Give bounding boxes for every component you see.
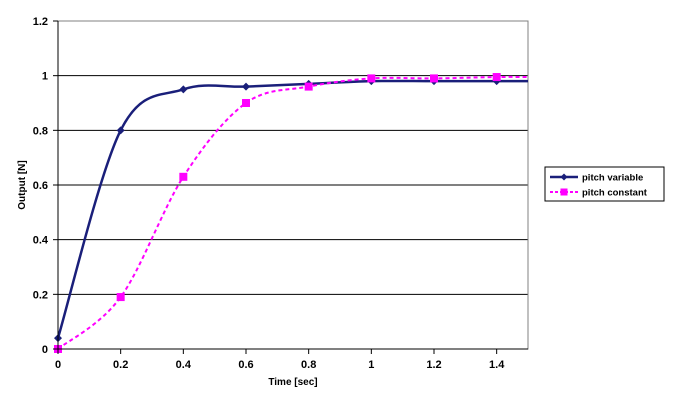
y-tick-label: 0 [42, 344, 48, 356]
data-point [179, 85, 188, 94]
x-tick-label: 1.2 [426, 359, 441, 371]
data-point [179, 172, 188, 181]
y-axis-title: Output [N] [17, 160, 28, 209]
legend-swatch-marker [560, 173, 568, 181]
y-tick-label: 0.8 [33, 125, 48, 137]
legend-swatch-marker [560, 188, 568, 196]
tick-labels: 0 0.2 0.4 0.6 0.8 1 1.2 0 0.2 0.4 0.6 0.8 1 1.2 1.4 [33, 16, 505, 371]
data-point [304, 82, 313, 91]
legend-item: pitch constant [550, 188, 648, 199]
x-axis-title: Time [sec] [268, 377, 317, 388]
y-tick-label: 0.4 [33, 235, 49, 247]
series-line [57, 75, 529, 350]
grid-lines [58, 20, 528, 295]
axes [53, 20, 528, 354]
y-tick-label: 1.2 [33, 16, 48, 28]
y-tick-label: 0.2 [33, 289, 48, 301]
data-point [430, 74, 438, 83]
x-tick-label: 1.4 [489, 359, 505, 371]
x-tick-label: 0 [55, 359, 61, 371]
data-point [242, 82, 250, 91]
series-1 [54, 73, 529, 353]
data-point [116, 293, 125, 302]
x-tick-label: 0.8 [301, 359, 316, 371]
x-tick-label: 0.2 [113, 359, 128, 371]
series-line [56, 79, 528, 339]
data-point [367, 74, 376, 83]
legend: pitch variable pitch constant [544, 166, 665, 202]
y-tick-label: 0.6 [33, 180, 48, 192]
x-tick-label: 0.4 [176, 359, 192, 371]
x-tick-label: 1 [368, 359, 374, 371]
legend-label: pitch variable [582, 173, 643, 184]
series-layer [54, 73, 529, 353]
y-tick-label: 1 [42, 71, 48, 83]
data-point [242, 99, 250, 107]
legend-label: pitch constant [582, 188, 648, 199]
data-point [492, 73, 501, 82]
legend-item: pitch variable [550, 173, 643, 184]
x-tick-label: 0.6 [238, 359, 253, 371]
data-point [116, 126, 125, 135]
series-0 [54, 77, 528, 343]
